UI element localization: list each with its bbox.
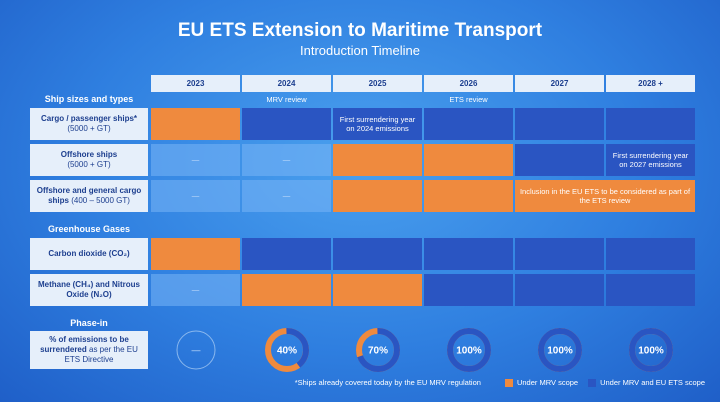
row-sublabel: (5000 + GT)	[67, 124, 111, 133]
title: EU ETS Extension to Maritime Transport	[177, 20, 543, 41]
timeline-cell: —	[242, 180, 331, 212]
donut-arc	[264, 328, 309, 372]
donut: —	[176, 330, 215, 370]
year-header: 2023	[151, 75, 240, 92]
phase-label-rest: as per the EU ETS Directive	[64, 345, 138, 364]
row-label: Carbon dioxide (CO₂)	[30, 238, 148, 270]
timeline-cell	[333, 144, 422, 176]
timeline-cell	[515, 274, 604, 306]
timeline-cell: —	[151, 274, 240, 306]
row-label-text: Carbon dioxide (CO₂)	[48, 249, 130, 258]
year-header: 2024	[242, 75, 331, 92]
row-label: Cargo / passenger ships* (5000 + GT)	[30, 108, 148, 140]
year-header: 2027	[515, 75, 604, 92]
timeline-cell: First surrendering year on 2024 emission…	[333, 108, 422, 140]
timeline-cell	[424, 144, 513, 176]
legend-label: Under MRV scope	[516, 378, 579, 387]
year-header: 2026	[424, 75, 513, 92]
subtitle: Introduction Timeline	[300, 43, 420, 58]
row-sublabel: (5000 + GT)	[67, 160, 111, 169]
timeline-cell: Inclusion in the EU ETS to be considered…	[515, 180, 695, 212]
donut-arc	[628, 328, 673, 372]
section-title: Ship sizes and types	[44, 94, 134, 104]
timeline-cell: First surrendering year on 2027 emission…	[606, 144, 695, 176]
row-label: Offshore ships (5000 + GT)	[30, 144, 148, 176]
donut: 40%	[264, 328, 309, 372]
donut: 100%	[446, 328, 491, 372]
donut-arc	[446, 328, 491, 372]
timeline-cell	[242, 108, 331, 140]
row-label-text: Cargo / passenger ships*	[40, 114, 138, 123]
section-title: Greenhouse Gases	[47, 224, 131, 234]
section-title: Phase-in	[70, 318, 108, 328]
donut-label: 70%	[367, 346, 387, 357]
donut-arc	[355, 328, 400, 372]
timeline-cell	[606, 108, 695, 140]
timeline-cell	[424, 108, 513, 140]
row-label: Methane (CH₄) and Nitrous Oxide (N₂O)	[30, 274, 148, 306]
donut: 100%	[537, 328, 582, 372]
review-label: MRV review	[266, 94, 307, 104]
donut: 100%	[628, 328, 673, 372]
row-label-text: Offshore and general cargo ships	[36, 186, 142, 205]
donut: 70%	[355, 328, 400, 372]
donut-label: 40%	[276, 346, 296, 357]
legend-item: Under MRV scope	[504, 378, 579, 387]
timeline-cell: —	[151, 180, 240, 212]
year-header: 2025	[333, 75, 422, 92]
legend-label: Under MRV and EU ETS scope	[600, 378, 705, 387]
timeline-cell	[515, 108, 604, 140]
timeline-cell	[606, 238, 695, 270]
donut-label: 100%	[638, 346, 664, 357]
timeline-cell	[242, 274, 331, 306]
row-sublabel: (400 – 5000 GT)	[71, 196, 130, 205]
donut-label: 100%	[456, 346, 482, 357]
timeline-cell	[333, 180, 422, 212]
timeline-cell: —	[151, 144, 240, 176]
review-label: ETS review	[449, 94, 488, 104]
timeline-cell	[515, 238, 604, 270]
year-header: 2028 +	[606, 75, 695, 92]
legend: *Ships already covered today by the EU M…	[0, 378, 705, 387]
timeline-cell	[151, 238, 240, 270]
timeline-cell	[333, 238, 422, 270]
timeline-cell	[515, 144, 604, 176]
timeline-cell	[333, 274, 422, 306]
legend-swatch	[504, 378, 513, 387]
footnote: *Ships already covered today by the EU M…	[294, 378, 481, 387]
donut-track	[176, 330, 215, 370]
legend-swatch	[588, 378, 597, 387]
timeline-cell	[424, 238, 513, 270]
row-label: Offshore and general cargo ships (400 – …	[30, 180, 148, 212]
timeline-cell	[151, 108, 240, 140]
donut-arc	[537, 328, 582, 372]
row-label-text: Offshore ships	[60, 150, 118, 159]
legend-item: Under MRV and EU ETS scope	[588, 378, 705, 387]
phase-label-bold: % of emissions to be surrendered	[40, 335, 129, 354]
donut-label: 100%	[547, 346, 573, 357]
row-label-text: Methane (CH₄) and Nitrous Oxide (N₂O)	[37, 280, 141, 299]
timeline-cell	[606, 274, 695, 306]
donut-label: —	[191, 345, 200, 355]
timeline-cell	[424, 274, 513, 306]
timeline-cell	[424, 180, 513, 212]
timeline-cell: —	[242, 144, 331, 176]
timeline-cell	[242, 238, 331, 270]
row-label: % of emissions to be surrendered as per …	[30, 331, 148, 369]
